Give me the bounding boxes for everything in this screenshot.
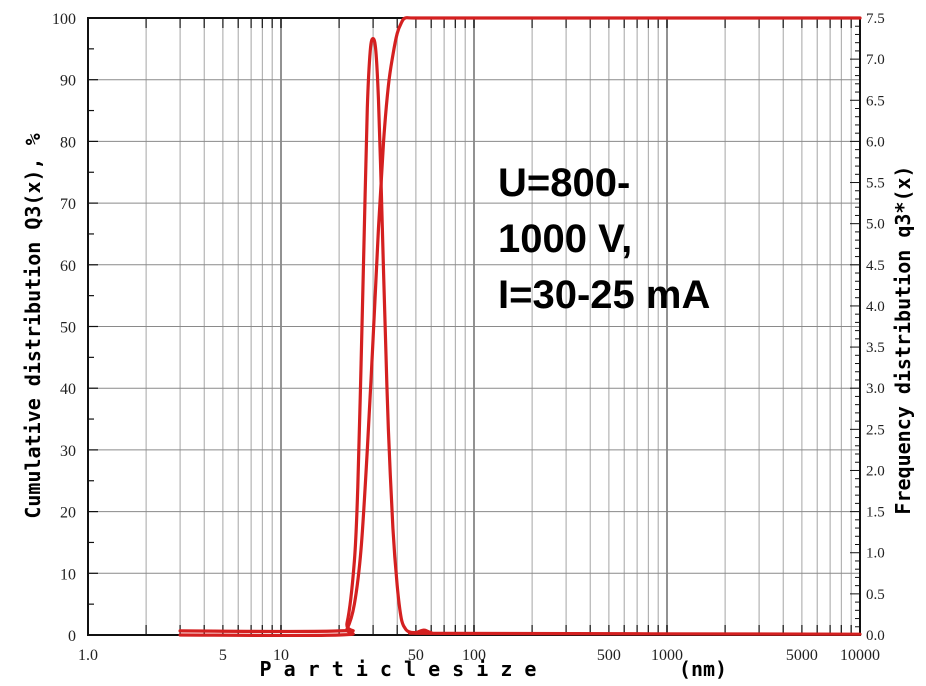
y-right-tick-label: 7.5 [866,11,885,27]
x-tick-label: 50 [408,647,424,664]
series [178,16,862,638]
grid [88,18,860,635]
y-left-tick-label: 30 [60,443,76,460]
frequency-distribution-line [178,36,862,636]
y-right-tick-label: 6.0 [866,134,885,150]
y-left-tick-label: 90 [60,73,76,90]
y-right-tick-label: 2.0 [866,463,885,479]
y-right-tick-label: 5.5 [866,176,885,192]
y-right-tick-label: 2.5 [866,422,885,438]
y-right-tick-label: 5.0 [866,217,885,233]
y-left-tick-label: 0 [68,628,76,645]
x-tick-label: 100 [462,647,486,664]
y-left-tick-label: 50 [60,320,76,337]
x-axis-title: P a r t i c l e s i z e [260,657,537,681]
y-right-tick-label: 3.0 [866,381,885,397]
x-tick-label: 10 [273,647,289,664]
y-left-tick-label: 40 [60,381,76,398]
x-axis-unit: (nm) [679,657,727,681]
y-axis-left-title: Cumulative distribution Q3(x), % [21,133,45,518]
y-left-tick-label: 80 [60,134,76,151]
tick-labels: 1.0 5 10 50 100 500 1000 5000 10000 0 10 20 30 40 50 60… [52,11,885,664]
y-right-tick-label: 4.0 [866,299,885,315]
y-right-tick-label: 3.5 [866,340,885,356]
x-tick-label: 10000 [840,647,880,664]
x-tick-label: 500 [597,647,621,664]
y-right-tick-label: 0.0 [866,628,885,644]
y-left-tick-label: 20 [60,505,76,522]
annotation-line-3: I=30-25 mA [498,273,710,317]
y-right-tick-label: 1.5 [866,505,885,521]
annotation-line-2: 1000 V, [498,217,632,261]
y-left-tick-label: 70 [60,196,76,213]
annotation-line-1: U=800- [498,161,630,205]
y-right-tick-label: 6.5 [866,93,885,109]
cumulative-distribution-line [178,16,862,638]
y-left-tick-label: 10 [60,566,76,583]
y-right-tick-label: 7.0 [866,52,885,68]
y-right-tick-label: 0.5 [866,587,885,603]
y-left-tick-label: 100 [52,11,76,28]
x-tick-label: 5000 [786,647,818,664]
x-tick-label: 5 [219,647,227,664]
y-axis-right-title: Frequency distribution q3*(x) [891,165,915,514]
y-left-tick-label: 60 [60,258,76,275]
x-tick-label: 1000 [651,647,683,664]
y-right-tick-label: 4.5 [866,258,885,274]
y-right-tick-label: 1.0 [866,546,885,562]
x-tick-label: 1.0 [78,647,98,664]
